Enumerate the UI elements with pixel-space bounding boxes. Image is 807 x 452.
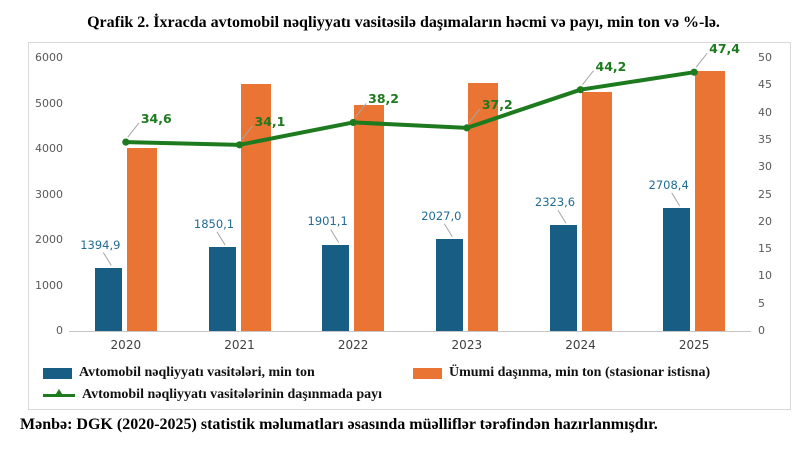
bar-total-transport [695, 71, 726, 331]
chart-title: Qrafik 2. İxracda avtomobil nəqliyyatı v… [87, 14, 720, 31]
bar-value-label: 2027,0 [421, 208, 462, 223]
bar-total-transport [126, 147, 157, 331]
bar-value-label: 2323,6 [534, 195, 576, 210]
source-note: Mənbə: DGK (2020-2025) statistik məlumat… [20, 416, 658, 433]
left-axis-tick: 1000 [35, 278, 63, 292]
bar-value-label: 1901,1 [307, 214, 348, 229]
legend-item-total-transport: Ümumi daşınma, min ton (stasionar istisn… [413, 365, 710, 381]
bar-auto-transport [435, 238, 463, 331]
bar-value-label: 2708,4 [648, 177, 689, 192]
chart-frame: 1394,9 1850,1 1901,1 2027,0 2323,6 2708,4 34,6… [28, 41, 791, 410]
x-axis-label: 2021 [224, 338, 255, 352]
right-axis-tick: 15 [758, 242, 772, 256]
bar-value-label: 1394,9 [80, 237, 121, 252]
left-axis-tick: 2000 [35, 233, 63, 246]
left-axis-tick: 4000 [35, 142, 63, 155]
right-axis-tick: 20 [758, 214, 772, 228]
line-point-label: 47,4 [709, 41, 740, 57]
bar-value-label: 1850,1 [193, 216, 235, 231]
line-point-label: 34,6 [140, 111, 172, 127]
bar-auto-transport [208, 246, 236, 331]
right-axis-tick: 0 [758, 324, 765, 337]
x-axis-label: 2024 [565, 338, 596, 352]
line-point-label: 44,2 [595, 58, 627, 74]
right-axis-tick: 45 [758, 78, 772, 92]
left-axis-tick: 5000 [35, 96, 63, 110]
right-axis-tick: 50 [758, 51, 772, 64]
legend-label: Avtomobil nəqliyyatı vasitələrinin daşın… [82, 387, 382, 402]
legend-label: Avtomobil nəqliyyatı vasitələri, min ton [79, 365, 315, 380]
x-axis-label: 2025 [678, 338, 710, 352]
left-axis-tick: 0 [56, 324, 63, 337]
x-axis-label: 2022 [337, 338, 369, 352]
legend: Avtomobil nəqliyyatı vasitələri, min ton… [43, 365, 783, 409]
plot-area: 1394,9 1850,1 1901,1 2027,0 2323,6 2708,4 34,6… [69, 41, 751, 332]
right-axis-tick: 5 [758, 296, 765, 310]
right-axis-tick: 40 [758, 105, 772, 119]
line-point-label: 37,2 [481, 96, 513, 112]
right-axis-tick: 30 [758, 160, 772, 174]
bar-auto-transport [663, 207, 691, 331]
legend-swatch-orange [413, 367, 442, 379]
legend-item-share-line: Avtomobil nəqliyyatı vasitələrinin daşın… [43, 387, 382, 403]
bar-total-transport [354, 104, 385, 331]
share-line-series [102, 52, 708, 266]
x-axis-label: 2023 [451, 338, 483, 352]
left-axis-tick: 6000 [35, 51, 63, 64]
left-axis-tick: 3000 [35, 187, 63, 201]
legend-item-auto-transport: Avtomobil nəqliyyatı vasitələri, min ton [43, 365, 315, 381]
legend-line-marker-icon [43, 389, 75, 401]
line-point-label: 34,1 [254, 113, 286, 129]
legend-swatch-blue [43, 367, 72, 379]
right-axis-tick: 10 [758, 269, 772, 283]
bar-auto-transport [549, 225, 577, 331]
x-axis-label: 2020 [110, 338, 142, 352]
bar-auto-transport [94, 267, 122, 331]
legend-label: Ümumi daşınma, min ton (stasionar istisn… [449, 365, 711, 380]
bar-total-transport [240, 84, 271, 331]
bar-auto-transport [322, 244, 350, 331]
right-axis-tick: 25 [758, 187, 772, 201]
right-axis-tick: 35 [758, 132, 772, 146]
bar-total-transport [581, 91, 612, 331]
line-point-label: 38,2 [368, 91, 399, 107]
